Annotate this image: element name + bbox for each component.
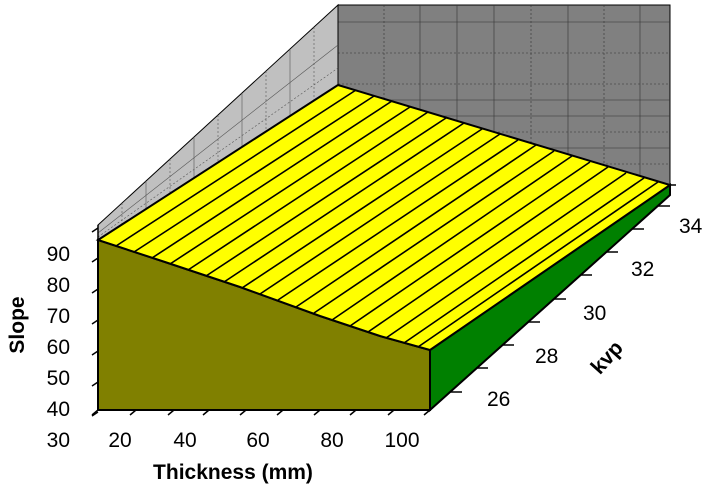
surface-mesh bbox=[115, 89, 659, 348]
svg-text:30: 30 bbox=[47, 429, 70, 452]
z-axis bbox=[91, 225, 99, 417]
z-axis-title: Slope bbox=[6, 296, 29, 353]
side-wall-grid bbox=[97, 27, 339, 238]
x-tick-labels: 20 40 60 80 100 bbox=[108, 429, 419, 452]
svg-text:70: 70 bbox=[47, 305, 70, 328]
svg-text:20: 20 bbox=[108, 429, 131, 452]
x-axis-title: Thickness (mm) bbox=[153, 461, 313, 484]
svg-text:80: 80 bbox=[47, 274, 70, 297]
svg-text:80: 80 bbox=[320, 429, 343, 452]
svg-text:32: 32 bbox=[631, 258, 654, 281]
x-axis bbox=[91, 409, 431, 416]
svg-text:30: 30 bbox=[583, 302, 606, 325]
svg-text:60: 60 bbox=[246, 429, 269, 452]
svg-text:40: 40 bbox=[173, 429, 196, 452]
svg-text:60: 60 bbox=[47, 336, 70, 359]
svg-text:26: 26 bbox=[487, 388, 510, 411]
svg-text:90: 90 bbox=[47, 243, 70, 266]
svg-text:40: 40 bbox=[47, 398, 70, 421]
svg-text:100: 100 bbox=[384, 429, 419, 452]
y-axis-title: kvp bbox=[587, 337, 628, 379]
svg-text:34: 34 bbox=[679, 215, 703, 238]
z-tick-labels: 90 80 70 60 50 40 30 bbox=[47, 243, 70, 452]
svg-text:28: 28 bbox=[535, 345, 558, 368]
svg-text:50: 50 bbox=[47, 367, 70, 390]
y-tick-labels: 26 28 30 32 34 bbox=[487, 215, 703, 411]
y-axis bbox=[429, 184, 676, 411]
